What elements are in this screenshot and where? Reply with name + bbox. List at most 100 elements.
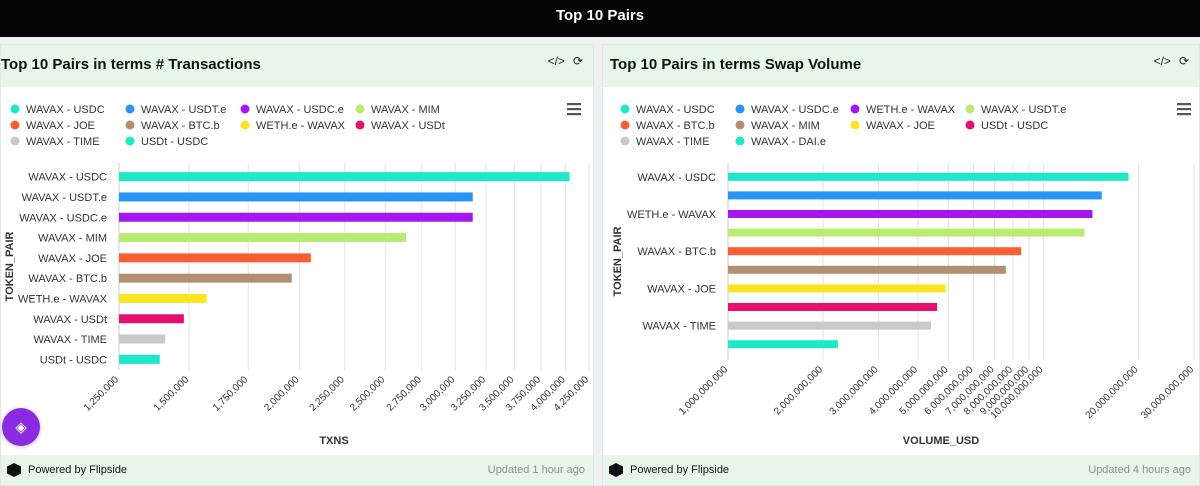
legend-label: WAVAX - USDC.e xyxy=(256,104,344,116)
panel-header: Top 10 Pairs in terms # Transactions </>… xyxy=(1,45,593,87)
y-category-label: WAVAX - TIME xyxy=(33,334,107,346)
legend-swatch xyxy=(735,136,745,146)
legend-label: WAVAX - MIM xyxy=(751,120,820,132)
legend-swatch xyxy=(620,120,630,130)
legend-swatch xyxy=(355,104,365,114)
y-category-label: WAVAX - USDT.e xyxy=(22,192,107,204)
menu-line xyxy=(1177,108,1191,111)
panel-footer: Powered by Flipside Updated 1 hour ago xyxy=(1,455,593,485)
legend-item: WAVAX - USDT.e xyxy=(125,104,226,116)
legend-label: WAVAX - TIME xyxy=(636,136,710,148)
menu-line xyxy=(1177,113,1191,116)
legend-item: WAVAX - JOE xyxy=(850,120,935,132)
legend-item: WAVAX - DAI.e xyxy=(735,136,826,148)
legend-swatch xyxy=(620,136,630,146)
bar xyxy=(728,191,1102,200)
y-category-label: WETH.e - WAVAX xyxy=(627,209,717,221)
x-tick-label: 1,500,000 xyxy=(152,374,192,414)
x-tick-label: 1,000,000,000 xyxy=(677,364,730,417)
legend-item: WAVAX - USDt xyxy=(355,120,445,132)
footer-brand-label: Powered by Flipside xyxy=(28,464,128,476)
bar xyxy=(119,334,166,344)
legend-item: WETH.e - WAVAX xyxy=(240,120,346,132)
legend-label: WAVAX - JOE xyxy=(866,120,935,132)
bar xyxy=(119,273,292,283)
x-axis-title: TXNS xyxy=(319,435,348,447)
x-tick-label: 2,000,000 xyxy=(262,374,302,414)
legend-label: WAVAX - USDt xyxy=(371,120,445,132)
panel-footer: Powered by Flipside Updated 4 hours ago xyxy=(603,455,1199,485)
refresh-icon[interactable]: ⟳ xyxy=(1178,54,1189,68)
bar xyxy=(728,265,1006,274)
x-tick-label: 1,250,000 xyxy=(82,374,122,414)
transactions-chart: WAVAX - USDC WAVAX - USDT.e WAVAX - USDC.e… xyxy=(4,103,591,447)
legend-label: WETH.e - WAVAX xyxy=(866,104,956,116)
x-tick-label: 20,000,000,000 xyxy=(1084,364,1141,421)
footer-updated: Updated 1 hour ago xyxy=(487,464,585,476)
page-header: Top 10 Pairs xyxy=(0,0,1200,37)
y-category-label: WAVAX - USDC.e xyxy=(19,212,107,224)
legend-label: WAVAX - DAI.e xyxy=(751,136,826,148)
legend-swatch xyxy=(10,104,20,114)
bar xyxy=(119,293,207,303)
legend-item: WAVAX - MIM xyxy=(355,104,440,116)
legend-label: WAVAX - USDC xyxy=(26,104,105,116)
legend-swatch xyxy=(735,104,745,114)
legend-item: WAVAX - USDC.e xyxy=(240,104,344,116)
legend-label: WAVAX - USDT.e xyxy=(141,104,226,116)
x-tick-label: 2,750,000 xyxy=(385,374,425,414)
bar xyxy=(119,314,184,324)
legend-label: USDt - USDC xyxy=(981,120,1048,132)
y-category-label: USDt - USDC xyxy=(40,354,107,366)
footer-brand[interactable]: Powered by Flipside xyxy=(7,463,127,477)
bar xyxy=(728,247,1022,256)
legend-item: WAVAX - MIM xyxy=(735,120,820,132)
legend-item: WAVAX - TIME xyxy=(10,136,100,148)
y-category-label: WAVAX - USDC xyxy=(637,172,716,184)
transactions-panel: Top 10 Pairs in terms # Transactions </>… xyxy=(0,44,594,486)
panel-actions: </> ⟳ xyxy=(1154,54,1189,68)
legend-item: WAVAX - BTC.b xyxy=(125,120,220,132)
legend-swatch xyxy=(125,120,135,130)
legend-label: WAVAX - TIME xyxy=(26,136,100,148)
legend-label: WAVAX - MIM xyxy=(371,104,440,116)
y-category-label: WAVAX - JOE xyxy=(647,283,716,295)
panel-actions: </> ⟳ xyxy=(548,54,583,68)
x-tick-label: 2,500,000 xyxy=(348,374,388,414)
legend-item: USDt - USDC xyxy=(125,136,208,148)
footer-brand[interactable]: Powered by Flipside xyxy=(609,463,729,477)
chat-launcher-button[interactable]: ◈ xyxy=(2,408,40,446)
chart-menu-icon[interactable] xyxy=(567,103,581,116)
legend-swatch xyxy=(355,120,365,130)
legend-swatch xyxy=(125,136,135,146)
legend-swatch xyxy=(10,120,20,130)
y-axis-title: TOKEN_PAIR xyxy=(4,232,16,302)
legend-item: WAVAX - USDT.e xyxy=(965,104,1066,116)
y-category-label: WAVAX - MIM xyxy=(38,233,107,245)
legend-item: WAVAX - BTC.b xyxy=(620,120,715,132)
legend-swatch xyxy=(965,104,975,114)
bar xyxy=(728,284,946,293)
bar xyxy=(119,172,570,182)
refresh-icon[interactable]: ⟳ xyxy=(572,54,583,68)
legend-swatch xyxy=(965,120,975,130)
legend-swatch xyxy=(620,104,630,114)
x-tick-label: 2,000,000,000 xyxy=(772,364,825,417)
y-category-label: WAVAX - JOE xyxy=(38,253,107,265)
x-axis-title: VOLUME_USD xyxy=(903,435,979,447)
bar xyxy=(728,228,1085,237)
legend-swatch xyxy=(10,136,20,146)
menu-line xyxy=(1177,103,1191,106)
chart-menu-icon[interactable] xyxy=(1177,103,1191,116)
bar xyxy=(728,340,838,349)
legend-item: WAVAX - JOE xyxy=(10,120,95,132)
bar xyxy=(728,172,1129,181)
bar xyxy=(728,303,938,311)
code-icon[interactable]: </> xyxy=(1153,54,1171,68)
y-category-label: WAVAX - BTC.b xyxy=(637,246,716,258)
legend-item: WETH.e - WAVAX xyxy=(850,104,956,116)
legend-swatch xyxy=(125,104,135,114)
y-category-label: WETH.e - WAVAX xyxy=(18,293,108,305)
chat-icon: ◈ xyxy=(15,419,27,436)
code-icon[interactable]: </> xyxy=(547,54,565,68)
